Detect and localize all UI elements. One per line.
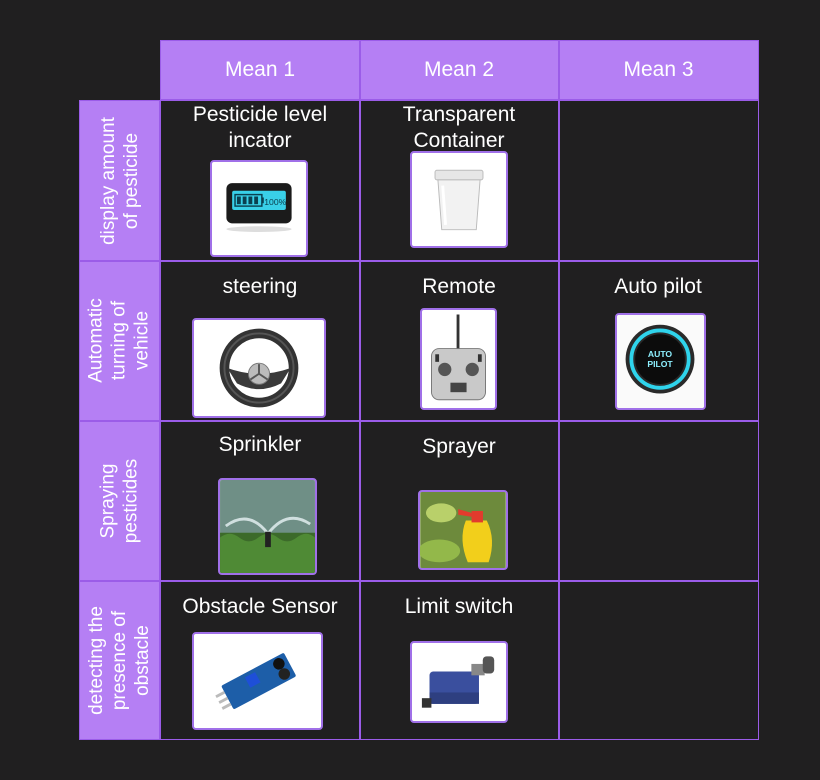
remote-controller-icon (420, 308, 497, 410)
sprinkler-icon (218, 478, 317, 575)
grid-divider (359, 40, 361, 740)
row-label-automatic-turning: Automatic turning of vehicle (79, 260, 160, 421)
cell-caption-sprayer: Sprayer (422, 435, 496, 458)
spray-bottle-icon (418, 490, 508, 570)
row-label-display-amount: display amount of pesticide (79, 100, 160, 261)
ir-obstacle-sensor-icon (192, 632, 323, 730)
row-label-detecting-obstacle: detecting the presence of obstacle (79, 580, 160, 740)
cell-caption-auto-pilot: Auto pilot (614, 275, 702, 298)
svg-text:100%: 100% (264, 197, 286, 207)
auto-pilot-button-icon: AUTO PILOT (615, 313, 706, 410)
cell-caption-limit-switch: Limit switch (404, 595, 514, 618)
cell-caption-steering: steering (222, 275, 298, 298)
cell-caption-pesticide-level: Pesticide level incator (192, 103, 328, 152)
column-header-mean-1: Mean 1 (160, 40, 360, 100)
cell-caption-remote: Remote (422, 275, 496, 298)
column-header-mean-3: Mean 3 (558, 40, 759, 100)
cell-caption-sprinkler: Sprinkler (218, 433, 302, 456)
steering-wheel-icon (192, 318, 326, 418)
grid-divider (558, 40, 560, 740)
transparent-container-icon (410, 151, 508, 248)
battery-level-display-icon: 100% (210, 160, 308, 257)
grid-divider (79, 420, 759, 422)
row-label-spraying: Spraying pesticides (79, 420, 160, 581)
limit-switch-icon (410, 641, 508, 723)
cell-caption-transparent-container: Transparent Container (402, 103, 516, 152)
svg-text:PILOT: PILOT (647, 359, 673, 369)
cell-caption-obstacle-sensor: Obstacle Sensor (182, 595, 338, 618)
grid-divider (79, 260, 759, 262)
grid-divider (79, 580, 759, 582)
svg-text:AUTO: AUTO (648, 349, 673, 359)
column-header-mean-2: Mean 2 (359, 40, 559, 100)
